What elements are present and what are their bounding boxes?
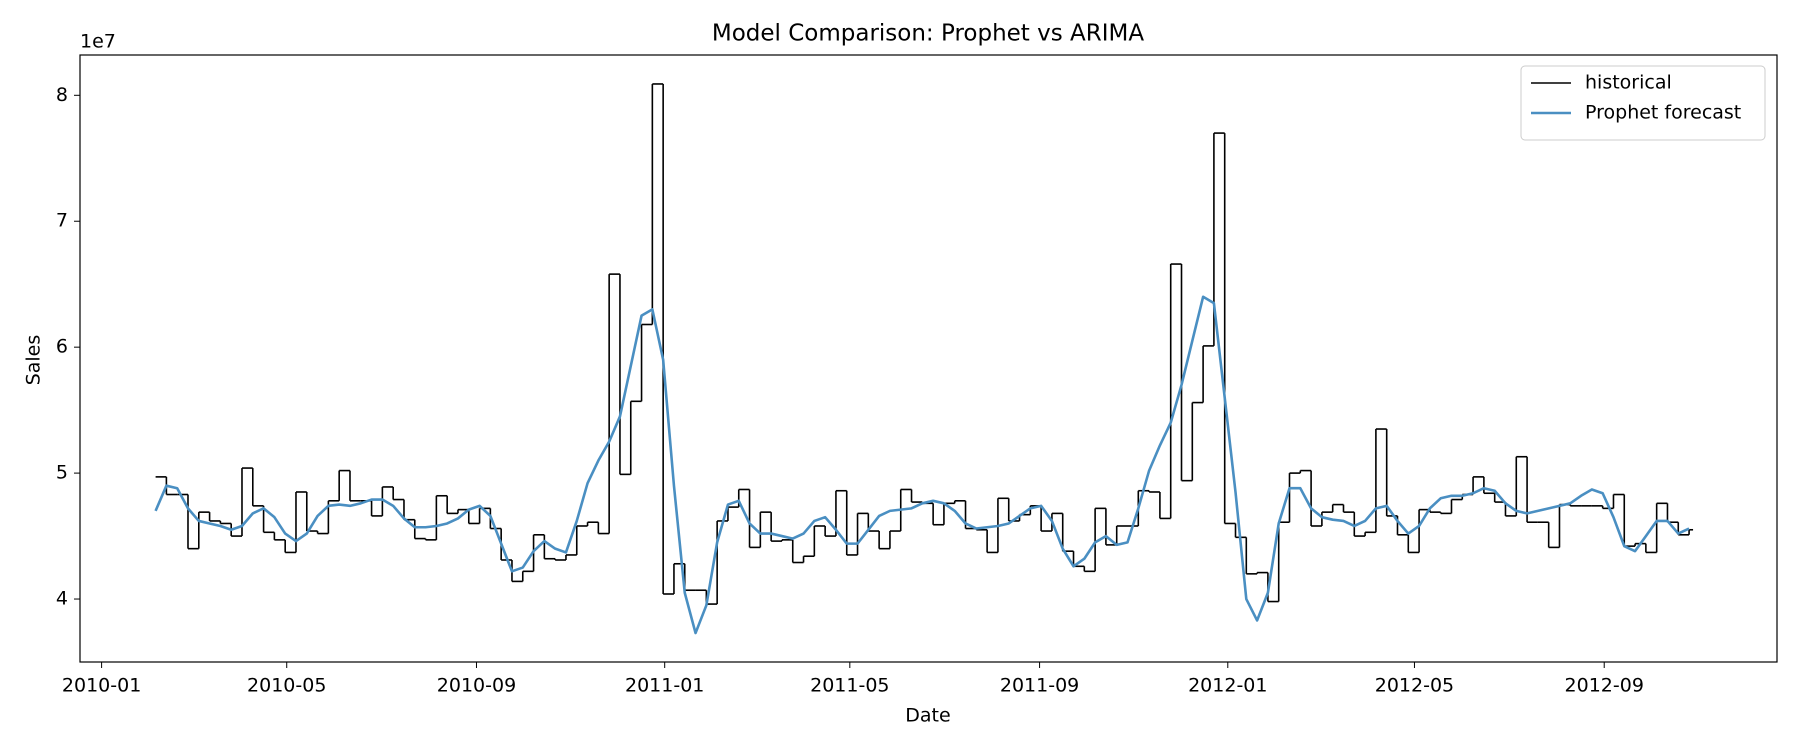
x-axis-label: Date	[905, 705, 950, 727]
x-tick-label: 2011-09	[1000, 675, 1079, 697]
y-tick-label: 8	[56, 84, 68, 106]
x-tick-label: 2010-05	[247, 675, 326, 697]
legend-label: Prophet forecast	[1585, 102, 1741, 124]
y-axis-label: Sales	[23, 335, 45, 386]
y-tick-label: 4	[56, 588, 68, 610]
x-tick-label: 2010-09	[437, 675, 516, 697]
y-tick-label: 7	[56, 210, 68, 232]
chart-title: Model Comparison: Prophet vs ARIMA	[712, 21, 1145, 47]
y-tick-label: 5	[56, 462, 68, 484]
legend-box	[1520, 65, 1766, 141]
plot-frame	[79, 54, 1778, 663]
forecast-line	[154, 295, 1690, 635]
y-offset-label: 1e7	[80, 31, 116, 53]
x-tick-label: 2012-01	[1188, 675, 1267, 697]
x-tick-label: 2012-09	[1565, 675, 1644, 697]
x-tick-label: 2011-01	[625, 675, 704, 697]
x-tick-label: 2012-05	[1375, 675, 1454, 697]
legend-label: historical	[1585, 72, 1672, 94]
x-tick-label: 2010-01	[62, 675, 141, 697]
x-tick-label: 2011-05	[810, 675, 889, 697]
y-tick-label: 6	[56, 336, 68, 358]
